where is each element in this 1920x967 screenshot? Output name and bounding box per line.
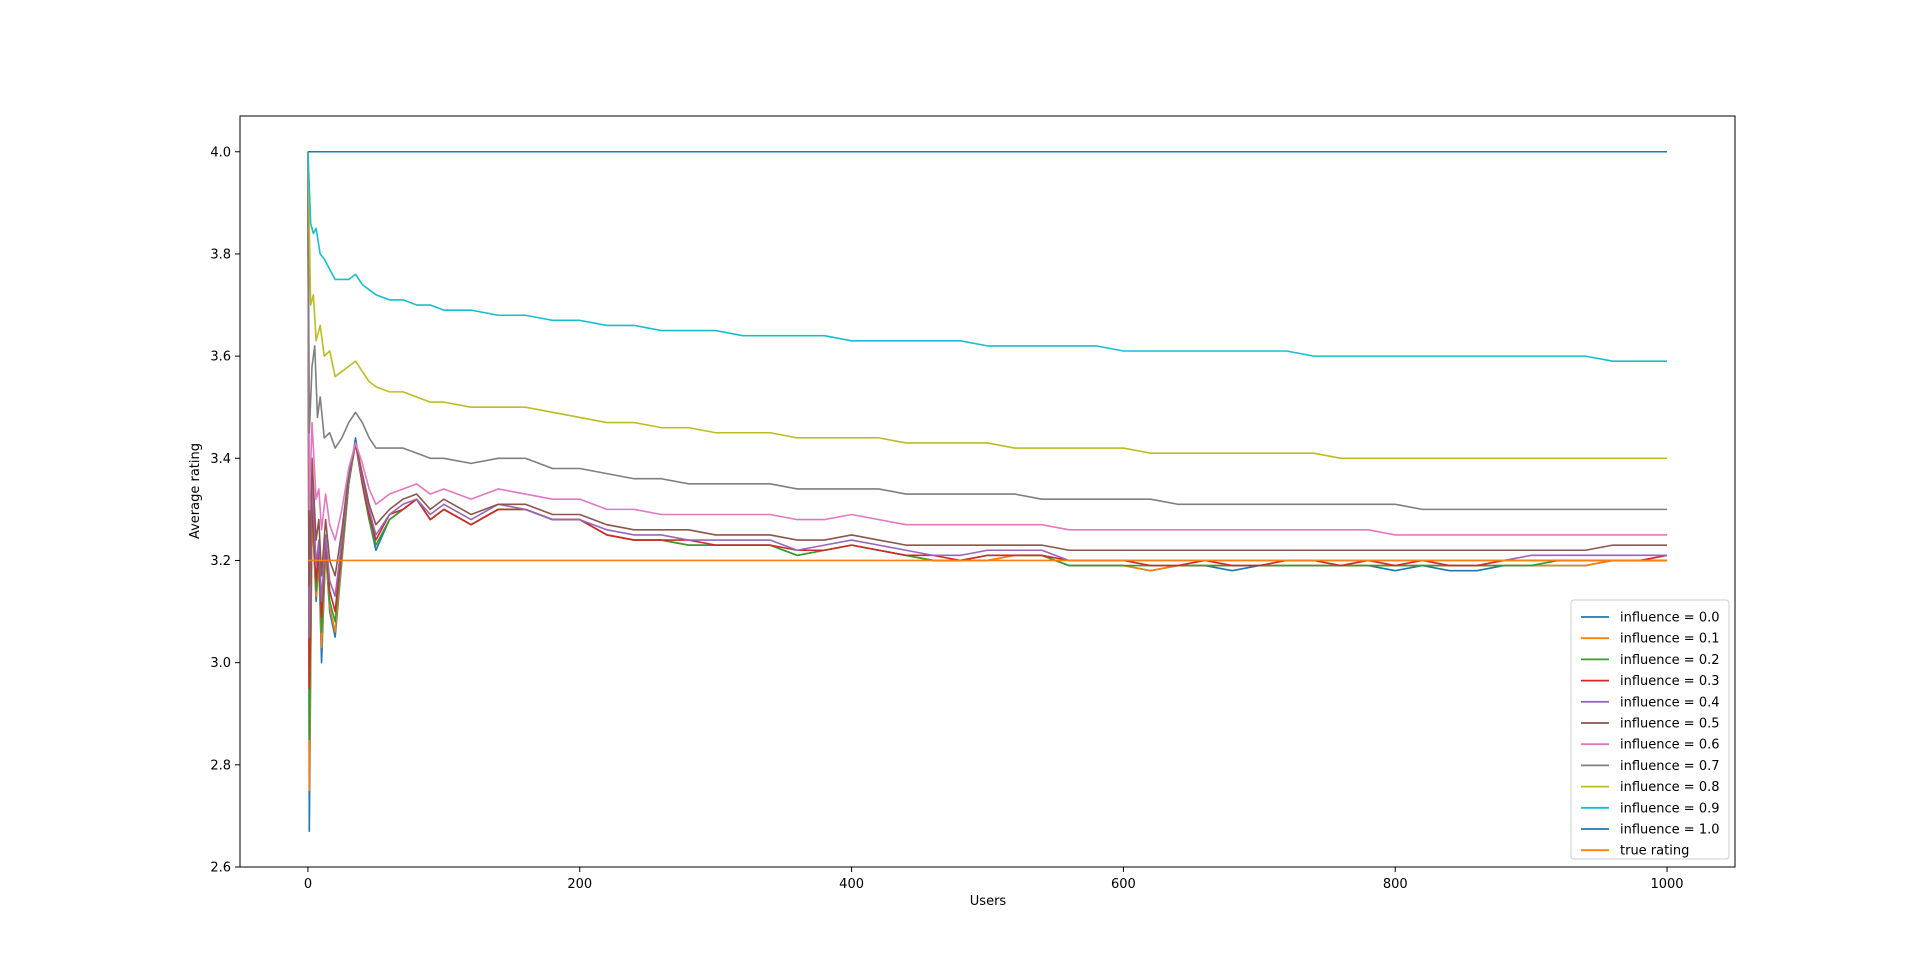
x-tick-label: 400	[839, 877, 864, 892]
y-tick-label: 3.8	[210, 247, 231, 262]
x-tick-label: 800	[1383, 877, 1408, 892]
legend-label: influence = 0.8	[1620, 780, 1720, 795]
legend-entry: influence = 0.5	[1581, 717, 1720, 732]
y-axis-title: Average rating	[188, 443, 203, 539]
legend-label: influence = 0.3	[1620, 674, 1720, 689]
legend-box	[1570, 599, 1730, 860]
legend-label: influence = 0.6	[1620, 738, 1720, 753]
legend-label: influence = 0.7	[1620, 759, 1720, 774]
legend: influence = 0.0 influence = 0.1 influence …	[1570, 599, 1730, 860]
series-layer	[307, 150, 1668, 833]
legend-label: influence = 0.2	[1620, 653, 1720, 668]
legend-entry: influence = 0.2	[1581, 653, 1720, 668]
legend-entry: influence = 0.4	[1581, 695, 1720, 710]
y-tick-label: 3.4	[210, 452, 231, 467]
legend-label: influence = 0.9	[1620, 801, 1720, 816]
legend-label: true rating	[1620, 844, 1689, 859]
legend-label: influence = 0.0	[1620, 611, 1720, 626]
x-tick-label: 200	[567, 877, 592, 892]
legend-label: influence = 0.4	[1620, 695, 1720, 710]
y-tick-label: 4.0	[210, 145, 231, 160]
legend-entry: influence = 0.7	[1581, 759, 1720, 774]
x-tick-label: 600	[1111, 877, 1136, 892]
legend-entry: true rating	[1581, 844, 1689, 859]
y-axis: 2.6 2.8 3.0 3.2 3.4 3.6 3.8 4.0	[210, 145, 240, 876]
y-tick-label: 3.0	[210, 656, 231, 671]
series-line-9	[307, 151, 1668, 363]
y-tick-label: 3.6	[210, 350, 231, 365]
series-line-8	[307, 151, 1668, 460]
series-line-6	[307, 151, 1668, 541]
legend-entry: influence = 0.1	[1581, 632, 1720, 647]
y-tick-label: 3.2	[210, 554, 231, 569]
y-tick-label: 2.8	[210, 758, 231, 773]
legend-entry: influence = 0.3	[1581, 674, 1720, 689]
plot-frame	[239, 115, 1736, 868]
legend-items: influence = 0.0 influence = 0.1 influence …	[1581, 611, 1720, 859]
legend-entry: influence = 0.0	[1581, 611, 1720, 626]
legend-label: influence = 1.0	[1620, 823, 1720, 838]
legend-label: influence = 0.1	[1620, 632, 1720, 647]
x-tick-label: 0	[304, 877, 312, 892]
legend-entry: influence = 0.9	[1581, 801, 1720, 816]
y-tick-label: 2.6	[210, 861, 231, 876]
series-line-7	[307, 151, 1668, 511]
legend-entry: influence = 0.6	[1581, 738, 1720, 753]
legend-entry: influence = 1.0	[1581, 823, 1720, 838]
x-tick-label: 1000	[1650, 877, 1683, 892]
x-axis: 0 200 400 600 800 1000	[304, 867, 1684, 892]
legend-label: influence = 0.5	[1620, 717, 1720, 732]
x-axis-title: Users	[970, 894, 1007, 909]
legend-entry: influence = 0.8	[1581, 780, 1720, 795]
